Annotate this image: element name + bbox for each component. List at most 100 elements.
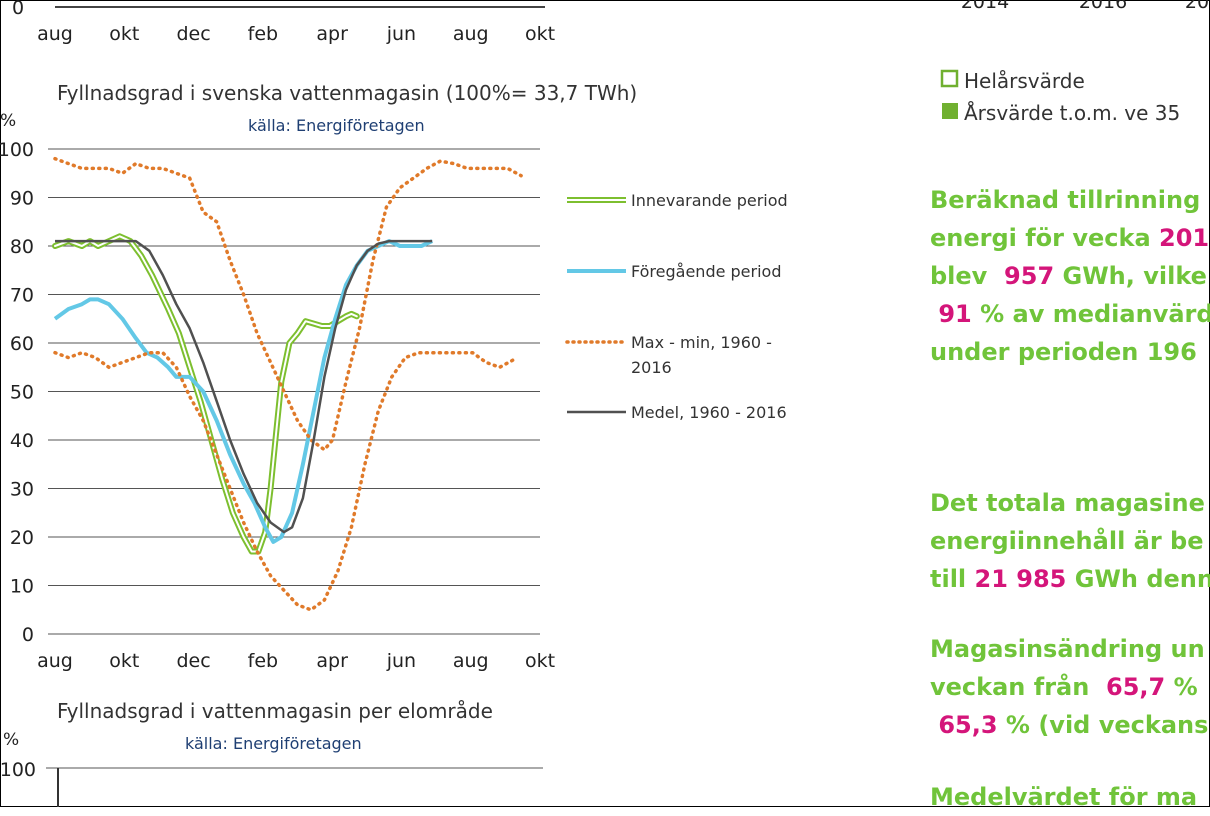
info-text: Magasinsändring un	[930, 635, 1205, 663]
legend-label-arsvarde: Årsvärde t.o.m. ve 35	[964, 101, 1180, 125]
legend-label-maxmin-line1: Max - min, 1960 -	[631, 333, 772, 352]
main-chart-title: Fyllnadsgrad i svenska vattenmagasin (10…	[57, 81, 637, 105]
series-3-line	[53, 350, 515, 612]
year-tick-label-0: 2014	[961, 0, 1009, 13]
info-value: 21 985	[974, 565, 1067, 593]
y-tick-label-60: 60	[10, 333, 34, 355]
info-value: 65,7	[1106, 673, 1166, 701]
legend-item-foregaende: Föregående period	[567, 262, 782, 281]
info-block-1: Beräknad tillrinning energi för vecka 201…	[930, 181, 1210, 371]
top-x-tick-label-feb-3: feb	[248, 23, 278, 45]
info-text: % (vid veckans	[997, 711, 1209, 739]
info-value: 91	[930, 300, 972, 328]
info-text: veckan från	[930, 673, 1107, 701]
right-top-partial: 2014 2016 20 Helårsvärde Årsvärde t.o.m. v…	[940, 0, 1209, 125]
x-tick-label-apr-4: apr	[316, 650, 348, 672]
y-tick-label-100: 100	[0, 139, 34, 161]
x-tick-label-okt-1: okt	[109, 650, 139, 672]
main-chart-grid	[48, 148, 540, 635]
bottom-chart-title: Fyllnadsgrad i vattenmagasin per elområd…	[57, 699, 493, 723]
info-line: energi för vecka 201	[930, 219, 1210, 257]
x-tick-label-aug-0: aug	[37, 650, 73, 672]
info-line: 91 % av medianvärd	[930, 295, 1210, 333]
year-ticks: 2014 2016 20	[961, 0, 1209, 13]
info-text: Det totala magasine	[930, 489, 1205, 517]
info-line: under perioden 196	[930, 333, 1210, 371]
legend-item-innevarande: Innevarande period	[567, 191, 788, 210]
info-line: Beräknad tillrinning	[930, 181, 1210, 219]
info-line: veckan från 65,7 %	[930, 668, 1208, 706]
info-line: Det totala magasine	[930, 484, 1210, 522]
top-x-tick-label-dec-2: dec	[176, 23, 210, 45]
info-line: Medelvärdet för ma	[930, 778, 1197, 816]
bottom-chart-ylabel: %	[3, 730, 19, 750]
info-value: 65,3	[930, 711, 998, 739]
y-tick-label-40: 40	[10, 430, 34, 452]
top-chart-partial: 0 aug okt dec feb apr jun aug okt	[12, 0, 555, 45]
x-tick-label-aug-6: aug	[453, 650, 489, 672]
info-text: GWh, vilke	[1054, 262, 1207, 290]
year-tick-label-1: 2016	[1079, 0, 1127, 13]
main-chart-legend: Innevarande period Föregående period Max…	[565, 191, 788, 422]
main-chart-x-ticks: aug okt dec feb apr jun aug okt	[37, 650, 555, 672]
legend-label-medel: Medel, 1960 - 2016	[631, 403, 787, 422]
info-text: till	[930, 565, 975, 593]
legend-swatch-filled	[942, 103, 958, 119]
info-line: Magasinsändring un	[930, 630, 1208, 668]
top-x-tick-label-jun-5: jun	[386, 23, 416, 45]
top-x-tick-label-aug-6: aug	[453, 23, 489, 45]
info-text: under perioden 196	[930, 338, 1197, 366]
year-tick-label-2: 20	[1185, 0, 1209, 13]
x-tick-label-dec-2: dec	[176, 650, 210, 672]
info-value: 201	[1159, 224, 1210, 252]
main-chart: Fyllnadsgrad i svenska vattenmagasin (10…	[0, 81, 637, 672]
info-text: %	[1165, 673, 1206, 701]
x-tick-label-okt-7: okt	[525, 650, 555, 672]
y-tick-label-20: 20	[10, 527, 34, 549]
y-tick-label-30: 30	[10, 479, 34, 501]
main-chart-ylabel: %	[0, 111, 16, 131]
info-text: energi för vecka	[930, 224, 1160, 252]
info-line: energiinnehåll är be	[930, 522, 1210, 560]
legend-label-maxmin-line2: 2016	[631, 358, 672, 377]
series-4-line	[55, 239, 433, 534]
info-block-3: Magasinsändring un veckan från 65,7 % 65,…	[930, 630, 1208, 744]
main-chart-y-ticks: 0 10 20 30 40 50 60 70 80 90 100	[0, 139, 34, 646]
legend-label-foregaende: Föregående period	[631, 262, 782, 281]
top-x-tick-label-okt-7: okt	[525, 23, 555, 45]
x-tick-label-jun-5: jun	[386, 650, 416, 672]
legend-label-innevarande: Innevarande period	[631, 191, 788, 210]
bottom-chart-source: källa: Energiföretagen	[185, 734, 362, 753]
info-block-2: Det totala magasine energiinnehåll är be t…	[930, 484, 1210, 598]
info-text: GWh denn	[1066, 565, 1210, 593]
legend-item-maxmin: Max - min, 1960 - 2016	[565, 333, 772, 377]
info-text: energiinnehåll är be	[930, 527, 1204, 555]
top-chart-zero-label: 0	[12, 0, 24, 19]
top-chart-x-ticks: aug okt dec feb apr jun aug okt	[37, 23, 555, 45]
main-chart-series	[52, 156, 523, 612]
info-block-4: Medelvärdet för ma	[930, 778, 1197, 816]
y-tick-label-70: 70	[10, 285, 34, 307]
top-x-tick-label-apr-4: apr	[316, 23, 348, 45]
info-text: Beräknad tillrinning	[930, 186, 1201, 214]
info-text: blev	[930, 262, 1005, 290]
main-chart-source: källa: Energiföretagen	[248, 116, 425, 135]
info-line: till 21 985 GWh denn	[930, 560, 1210, 598]
series-2-line	[53, 156, 523, 453]
legend-label-helarsvarde: Helårsvärde	[964, 69, 1085, 93]
top-x-tick-label-okt-1: okt	[109, 23, 139, 45]
info-value: 957	[1004, 262, 1055, 290]
info-text: Medelvärdet för ma	[930, 783, 1198, 811]
y-tick-label-80: 80	[10, 236, 34, 258]
info-text: % av medianvärd	[971, 300, 1210, 328]
legend-item-medel: Medel, 1960 - 2016	[567, 403, 787, 422]
info-line: 65,3 % (vid veckans	[930, 706, 1208, 744]
legend-swatch-outline	[940, 69, 959, 88]
x-tick-label-feb-3: feb	[248, 650, 278, 672]
y-tick-label-90: 90	[10, 188, 34, 210]
bottom-chart-partial: Fyllnadsgrad i vattenmagasin per elområd…	[0, 699, 543, 807]
y-tick-label-50: 50	[10, 382, 34, 404]
y-tick-label-10: 10	[10, 576, 34, 598]
info-line: blev 957 GWh, vilke	[930, 257, 1210, 295]
